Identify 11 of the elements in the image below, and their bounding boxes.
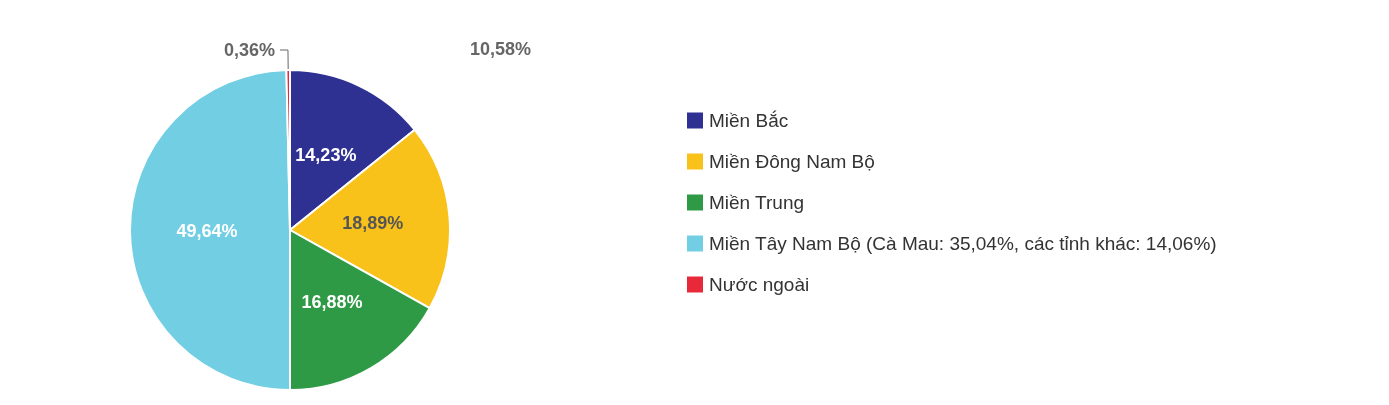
- text: 10,58%: [470, 39, 532, 59]
- data-label: 18,89%: [342, 213, 404, 234]
- legend-label: Miền Trung: [709, 192, 805, 213]
- data-label: 0,36%: [223, 40, 275, 61]
- data-label: 16,88%: [301, 291, 363, 312]
- legend-label: Miền Tây Nam Bộ (Cà Mau: 35,04%, các tỉnh khác: 14,06%): [709, 233, 1217, 254]
- data-label: 49,64%: [176, 220, 238, 241]
- legend-label: Nước ngoài: [709, 274, 810, 295]
- legend-label: Miền Bắc: [709, 110, 789, 131]
- data-label: 14,23%: [295, 145, 357, 166]
- legend-label: Miền Đông Nam Bộ: [709, 151, 875, 172]
